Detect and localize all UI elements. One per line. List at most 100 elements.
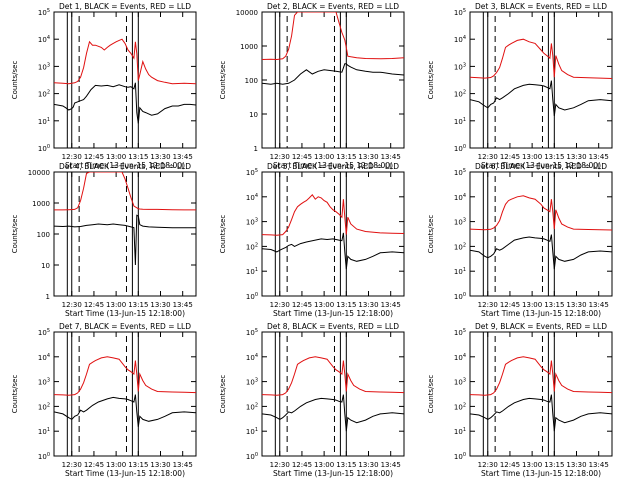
plot-frame xyxy=(469,331,613,457)
y-tick-label: 10000 xyxy=(236,9,258,17)
x-tick-label: 13:45 xyxy=(381,153,401,161)
x-tick-label: 12:30 xyxy=(62,153,82,161)
y-tick-label: 100 xyxy=(38,144,50,153)
y-axis-label: Counts/sec xyxy=(427,61,435,100)
y-tick-label: 105 xyxy=(454,8,466,17)
y-tick-label: 102 xyxy=(38,402,50,411)
x-tick-label: 12:30 xyxy=(270,461,290,469)
x-tick-label: 13:15 xyxy=(544,301,564,309)
y-tick-label: 101 xyxy=(246,427,258,436)
x-tick-label: 13:30 xyxy=(150,153,170,161)
y-tick-label: 1 xyxy=(46,293,50,301)
x-tick-label: 13:30 xyxy=(150,461,170,469)
x-tick-label: 13:15 xyxy=(544,461,564,469)
x-tick-label: 12:45 xyxy=(500,461,520,469)
y-tick-label: 101 xyxy=(38,117,50,126)
series-line-lld xyxy=(54,172,196,211)
y-axis-label: Counts/sec xyxy=(219,215,227,254)
x-tick-label: 12:45 xyxy=(292,153,312,161)
y-tick-label: 105 xyxy=(246,328,258,337)
y-tick-label: 103 xyxy=(246,378,258,387)
y-tick-label: 103 xyxy=(454,218,466,227)
plot-frame xyxy=(261,331,405,457)
x-axis-label: Start Time (13-Jun-15 12:18:00) xyxy=(65,161,185,170)
y-tick-label: 104 xyxy=(246,353,258,362)
x-tick-label: 13:00 xyxy=(106,461,126,469)
series-line-lld xyxy=(470,356,612,396)
plot-frame xyxy=(469,171,613,297)
x-tick-label: 13:00 xyxy=(522,461,542,469)
y-tick-label: 105 xyxy=(38,328,50,337)
series-line-events xyxy=(470,80,612,117)
x-tick-label: 12:45 xyxy=(500,153,520,161)
series-line-lld xyxy=(54,356,196,396)
x-tick-label: 13:30 xyxy=(358,153,378,161)
x-tick-label: 13:45 xyxy=(589,461,609,469)
y-tick-label: 102 xyxy=(454,242,466,251)
x-tick-label: 12:30 xyxy=(478,461,498,469)
y-tick-label: 101 xyxy=(454,427,466,436)
panel-title: Det 8, BLACK = Events, RED = LLD xyxy=(267,322,399,331)
y-tick-label: 102 xyxy=(38,90,50,99)
x-tick-label: 12:30 xyxy=(270,153,290,161)
y-tick-label: 1000 xyxy=(32,200,50,208)
y-axis-label: Counts/sec xyxy=(11,215,19,254)
panel-title: Det 4, BLACK = Events, RED = LLD xyxy=(59,162,191,171)
plot-frame xyxy=(261,171,405,297)
x-tick-label: 13:15 xyxy=(128,301,148,309)
x-axis-label: Start Time (13-Jun-15 12:18:00) xyxy=(481,161,601,170)
plot-frame xyxy=(469,11,613,149)
x-tick-label: 13:45 xyxy=(589,301,609,309)
y-tick-label: 104 xyxy=(38,35,50,44)
y-tick-label: 100 xyxy=(38,452,50,461)
y-tick-label: 105 xyxy=(246,168,258,177)
x-axis-label: Start Time (13-Jun-15 12:18:00) xyxy=(65,309,185,318)
y-tick-label: 103 xyxy=(38,378,50,387)
panel-title: Det 2, BLACK = Events, RED = LLD xyxy=(267,2,399,11)
series-line-lld xyxy=(262,194,404,236)
x-tick-label: 13:00 xyxy=(522,301,542,309)
series-line-events xyxy=(262,63,404,85)
y-tick-label: 105 xyxy=(454,328,466,337)
y-tick-label: 102 xyxy=(246,242,258,251)
series-line-events xyxy=(54,394,196,427)
panel-title: Det 6, BLACK = Events, RED = LLD xyxy=(475,162,607,171)
y-tick-label: 104 xyxy=(246,193,258,202)
x-tick-label: 12:45 xyxy=(292,301,312,309)
x-tick-label: 13:45 xyxy=(173,461,193,469)
plot-frame xyxy=(53,171,197,297)
series-line-events xyxy=(54,214,196,266)
y-tick-label: 105 xyxy=(38,8,50,17)
series-line-events xyxy=(54,82,196,124)
x-tick-label: 13:15 xyxy=(336,461,356,469)
y-tick-label: 104 xyxy=(454,35,466,44)
x-tick-label: 13:15 xyxy=(128,153,148,161)
y-tick-label: 10 xyxy=(249,111,258,119)
series-line-events xyxy=(262,232,404,270)
y-tick-label: 103 xyxy=(454,62,466,71)
x-tick-label: 13:30 xyxy=(566,153,586,161)
y-tick-label: 100 xyxy=(245,77,258,85)
y-tick-label: 100 xyxy=(37,231,50,239)
x-tick-label: 12:30 xyxy=(62,461,82,469)
x-tick-label: 13:45 xyxy=(589,153,609,161)
x-tick-label: 12:45 xyxy=(292,461,312,469)
series-line-lld xyxy=(262,356,404,396)
x-tick-label: 13:45 xyxy=(173,301,193,309)
y-tick-label: 1000 xyxy=(240,43,258,51)
x-axis-label: Start Time (13-Jun-15 12:18:00) xyxy=(481,469,601,478)
y-tick-label: 104 xyxy=(454,193,466,202)
panel-title: Det 5, BLACK = Events, RED = LLD xyxy=(267,162,399,171)
x-tick-label: 13:15 xyxy=(336,153,356,161)
x-tick-label: 13:00 xyxy=(314,461,334,469)
x-tick-label: 13:15 xyxy=(544,153,564,161)
x-tick-label: 13:00 xyxy=(106,301,126,309)
y-axis-label: Counts/sec xyxy=(11,61,19,100)
y-tick-label: 100 xyxy=(246,452,258,461)
